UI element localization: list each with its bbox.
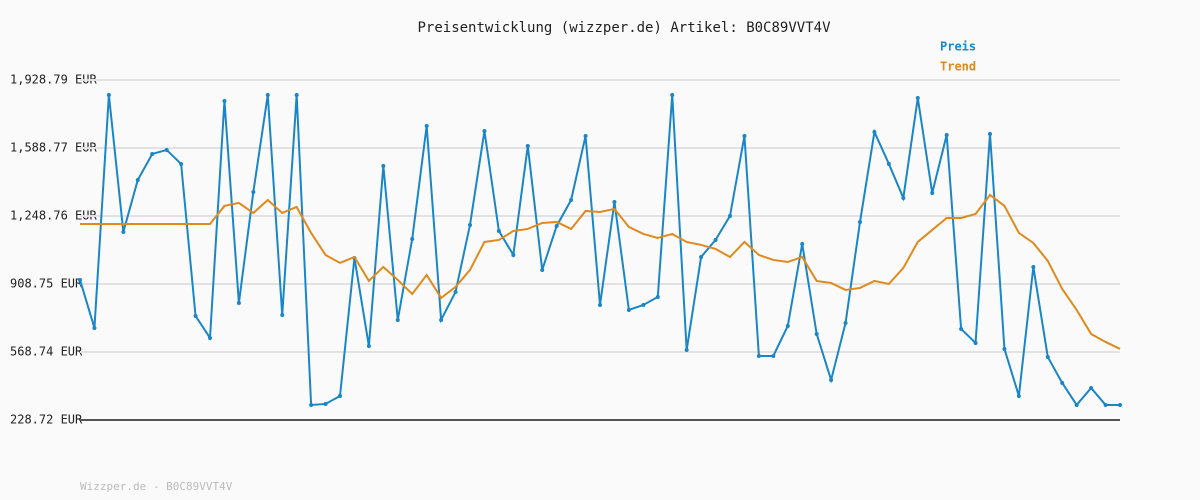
point [92, 325, 97, 330]
y-tick-label: 568.74 EUR [10, 344, 83, 358]
point [323, 401, 328, 406]
point [641, 302, 646, 307]
point [121, 229, 126, 234]
point [482, 128, 487, 133]
point [858, 219, 862, 224]
point [814, 331, 819, 336]
point [106, 92, 111, 97]
point [251, 189, 256, 194]
point [1074, 402, 1079, 407]
point [1118, 402, 1122, 407]
point [1089, 385, 1094, 390]
point [179, 161, 184, 166]
y-tick-label: 228.72 EUR [10, 413, 83, 427]
point [829, 377, 834, 382]
point [713, 237, 718, 242]
point [800, 241, 805, 246]
point [511, 252, 516, 257]
point [540, 267, 545, 272]
point [1045, 354, 1050, 359]
point [612, 199, 617, 204]
y-tick-label: 908.75 EUR [10, 276, 83, 290]
point [771, 353, 776, 358]
point [915, 95, 920, 100]
point [569, 197, 574, 202]
point [1103, 402, 1108, 407]
point [626, 307, 631, 312]
point [395, 317, 400, 322]
point [135, 177, 140, 182]
point [1016, 393, 1021, 398]
point [872, 129, 877, 134]
point [973, 340, 978, 345]
point [338, 393, 342, 398]
point [1031, 264, 1036, 269]
point [236, 300, 241, 305]
chart-title: Preisentwicklung (wizzper.de) Artikel: B… [417, 20, 831, 36]
footer: Wizzper.de - B0C89VVT4V [80, 480, 233, 493]
point [598, 302, 602, 307]
point [366, 343, 371, 348]
point [843, 320, 848, 325]
line-1 [80, 193, 1121, 350]
point [150, 151, 155, 156]
point [439, 317, 444, 322]
point [756, 353, 761, 358]
point [684, 347, 689, 352]
point [988, 131, 992, 136]
point [1060, 380, 1065, 385]
point [699, 254, 704, 259]
y-tick-label: 1,248.76 EUR [10, 209, 97, 223]
point [930, 190, 935, 195]
point [222, 98, 227, 103]
point [785, 323, 790, 328]
legend-label: Preis [940, 40, 976, 54]
point [265, 92, 270, 97]
point [1002, 346, 1007, 351]
point [583, 133, 588, 138]
point [901, 195, 906, 200]
point [78, 277, 82, 282]
point [728, 213, 732, 218]
point [280, 312, 285, 317]
point [554, 223, 559, 228]
point [742, 133, 747, 138]
point [944, 132, 949, 137]
point [496, 228, 501, 233]
point [886, 161, 891, 166]
point [164, 147, 169, 152]
point [208, 335, 212, 340]
point [294, 92, 299, 97]
legend-label: Trend [940, 60, 976, 74]
point [670, 92, 675, 97]
point [525, 143, 530, 148]
y-tick-label: 1,928.79 EUR [10, 73, 97, 87]
point [410, 236, 415, 241]
point [424, 123, 429, 128]
point [655, 294, 660, 299]
point [193, 313, 198, 318]
point [309, 402, 314, 407]
point [468, 222, 472, 227]
point [453, 289, 458, 294]
point [959, 326, 964, 331]
y-tick-label: 1,588.77 EUR [10, 141, 97, 155]
point [381, 163, 386, 168]
